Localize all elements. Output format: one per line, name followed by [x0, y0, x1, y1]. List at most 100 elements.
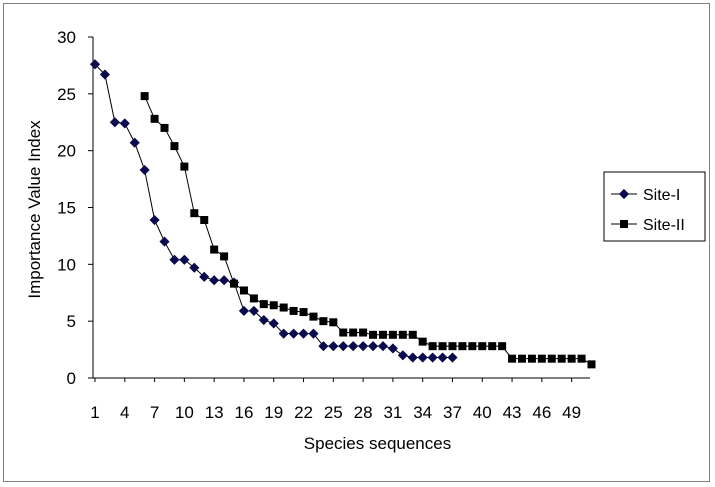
- data-point: [140, 92, 149, 101]
- data-point: [200, 216, 209, 225]
- chart-frame: [3, 3, 710, 482]
- x-tick-label: 49: [562, 403, 581, 422]
- data-point: [180, 162, 189, 171]
- series-layer: [89, 59, 596, 369]
- legend: Site-I Site-II: [603, 171, 706, 242]
- data-point: [397, 350, 408, 361]
- series-line: [144, 95, 592, 365]
- data-point: [527, 354, 536, 363]
- x-tick-label: 1: [90, 403, 99, 422]
- data-point: [89, 59, 101, 70]
- y-axis: 0 5 10 15 20 25 30: [57, 28, 94, 388]
- y-axis-title: Importance Value Index: [25, 120, 44, 299]
- data-point: [249, 294, 258, 303]
- data-point: [478, 342, 487, 351]
- y-tick-label: 20: [57, 142, 76, 161]
- data-point: [239, 286, 248, 295]
- data-point: [388, 330, 397, 339]
- x-tick-label: 46: [532, 403, 551, 422]
- legend-box: [603, 171, 706, 242]
- data-point: [537, 354, 546, 363]
- x-tick-label: 19: [264, 403, 283, 422]
- data-point: [170, 142, 179, 151]
- data-point: [398, 330, 407, 339]
- data-point: [468, 342, 477, 351]
- data-point: [448, 342, 457, 351]
- data-point: [209, 275, 220, 286]
- data-point: [508, 354, 517, 363]
- data-point: [189, 262, 200, 273]
- data-point: [369, 330, 378, 339]
- x-tick-label: 22: [294, 403, 313, 422]
- data-point: [447, 352, 458, 363]
- data-point: [318, 341, 329, 352]
- data-point: [359, 328, 368, 337]
- data-point: [417, 352, 428, 363]
- y-tick-label: 25: [57, 85, 76, 104]
- data-point: [557, 354, 566, 363]
- data-point: [437, 352, 448, 363]
- x-axis-title: Species sequences: [304, 434, 451, 453]
- data-point: [438, 342, 447, 351]
- data-point: [299, 308, 308, 317]
- data-point: [129, 137, 140, 148]
- x-tick-label: 40: [473, 403, 492, 422]
- y-tick-label: 15: [57, 199, 76, 218]
- data-point: [160, 123, 169, 132]
- data-point: [248, 305, 259, 317]
- data-point: [339, 328, 348, 337]
- data-point: [378, 330, 387, 339]
- data-point: [210, 245, 219, 254]
- data-point: [169, 254, 180, 265]
- data-point: [517, 354, 526, 363]
- y-tick-label: 30: [57, 28, 76, 47]
- data-point: [408, 330, 417, 339]
- data-point: [298, 328, 309, 339]
- data-point: [150, 114, 159, 123]
- x-tick-label: 16: [234, 403, 253, 422]
- data-point: [348, 341, 359, 352]
- data-point: [547, 354, 556, 363]
- data-point: [179, 254, 190, 265]
- legend-label: Site-II: [643, 217, 685, 234]
- data-point: [319, 317, 328, 326]
- data-point: [258, 314, 269, 326]
- x-axis: 1 4 7 10 13 16 19 22 25 28 31 34 37 40 43 46 49: [90, 377, 590, 422]
- data-point: [269, 301, 278, 310]
- y-tick-label: 0: [67, 369, 76, 388]
- data-point: [238, 305, 250, 317]
- x-tick-label: 31: [383, 403, 402, 422]
- data-point: [587, 360, 596, 369]
- x-tick-label: 25: [324, 403, 343, 422]
- data-point: [109, 117, 120, 128]
- data-point: [288, 328, 299, 339]
- data-point: [367, 341, 379, 352]
- x-tick-label: 34: [413, 403, 432, 422]
- y-tick-label: 5: [67, 312, 76, 331]
- data-point: [268, 318, 279, 329]
- data-point: [329, 318, 338, 327]
- data-point: [99, 69, 110, 80]
- data-point: [567, 354, 576, 363]
- data-point: [199, 271, 210, 282]
- data-point: [278, 328, 289, 339]
- data-point: [309, 312, 318, 321]
- legend-marker: [620, 220, 628, 228]
- x-tick-label: 13: [205, 403, 224, 422]
- data-point: [498, 342, 507, 351]
- legend-marker: [618, 188, 630, 200]
- data-point: [328, 341, 339, 352]
- x-tick-label: 10: [175, 403, 194, 422]
- x-tick-label: 37: [443, 403, 462, 422]
- series-site-i: [89, 59, 458, 363]
- data-point: [159, 236, 170, 247]
- series-line: [94, 63, 453, 359]
- data-point: [119, 118, 130, 129]
- x-tick-label: 43: [503, 403, 522, 422]
- data-point: [387, 343, 398, 354]
- y-tick-label: 10: [57, 255, 76, 274]
- data-point: [418, 337, 427, 346]
- data-point: [349, 328, 358, 337]
- data-point: [358, 341, 369, 352]
